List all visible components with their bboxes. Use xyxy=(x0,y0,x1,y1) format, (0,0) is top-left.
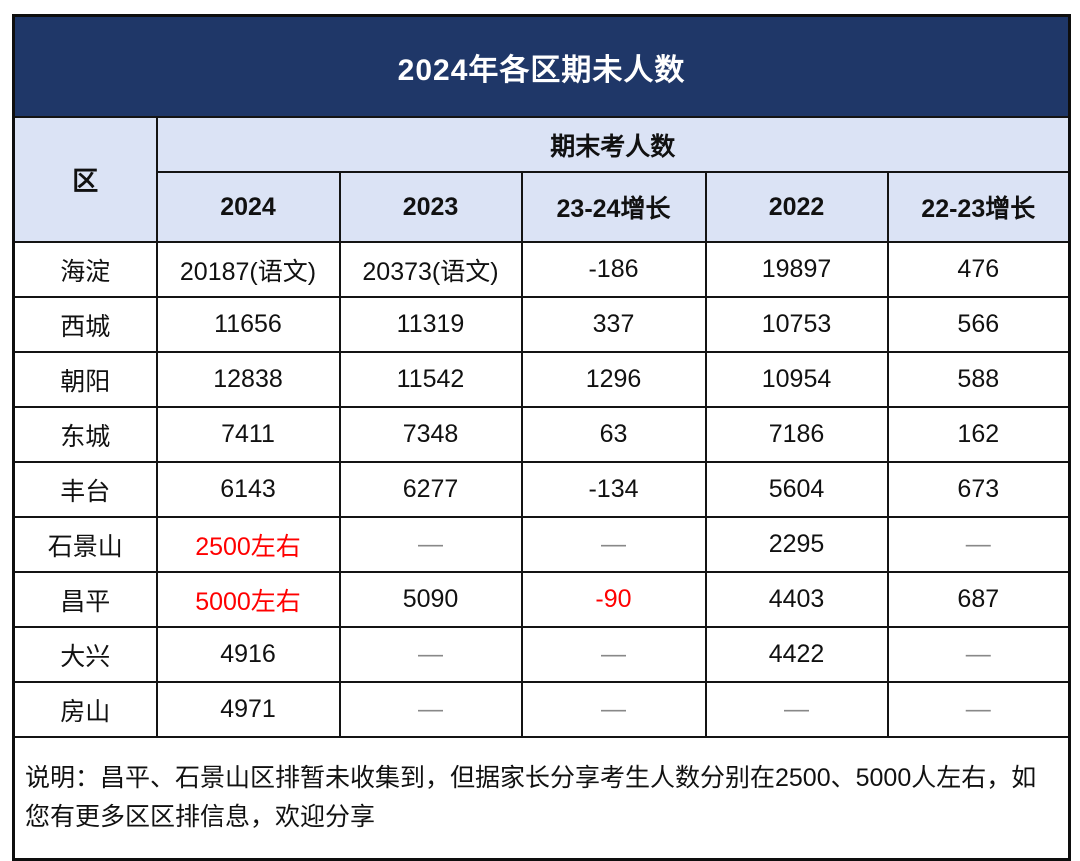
value-cell: 2295 xyxy=(704,516,889,573)
value-cell: 11319 xyxy=(338,296,523,353)
district-cell: 丰台 xyxy=(12,461,158,518)
value-cell: 20187(语文) xyxy=(155,241,341,298)
note-text: 说明：昌平、石景山区排暂未收集到，但据家长分享考生人数分别在2500、5000人… xyxy=(12,736,1071,861)
district-cell: 大兴 xyxy=(12,626,158,683)
value-cell: 5000左右 xyxy=(155,571,341,628)
value-cell: 4916 xyxy=(155,626,341,683)
district-cell: 东城 xyxy=(12,406,158,463)
value-cell: 2500左右 xyxy=(155,516,341,573)
value-cell: — xyxy=(886,626,1071,683)
value-cell: 5604 xyxy=(704,461,889,518)
district-cell: 海淀 xyxy=(12,241,158,298)
value-cell: 19897 xyxy=(704,241,889,298)
value-cell: — xyxy=(520,516,707,573)
district-cell: 石景山 xyxy=(12,516,158,573)
table-row: 海淀 20187(语文) 20373(语文) -186 19897 476 xyxy=(12,241,1071,298)
value-cell: 63 xyxy=(520,406,707,463)
value-cell: 20373(语文) xyxy=(338,241,523,298)
value-cell: 12838 xyxy=(155,351,341,408)
value-cell: — xyxy=(520,681,707,738)
value-cell: 5090 xyxy=(338,571,523,628)
district-cell: 西城 xyxy=(12,296,158,353)
value-cell: 588 xyxy=(886,351,1071,408)
value-cell: 10954 xyxy=(704,351,889,408)
value-cell: — xyxy=(520,626,707,683)
value-cell: 7348 xyxy=(338,406,523,463)
col-header-2024: 2024 xyxy=(155,171,341,243)
value-cell: 337 xyxy=(520,296,707,353)
table-row: 丰台 6143 6277 -134 5604 673 xyxy=(12,461,1071,518)
col-header-2023: 2023 xyxy=(338,171,523,243)
value-cell: — xyxy=(886,681,1071,738)
value-cell: — xyxy=(704,681,889,738)
table-row: 西城 11656 11319 337 10753 566 xyxy=(12,296,1071,353)
value-cell: 4403 xyxy=(704,571,889,628)
column-header-row: 2024 2023 23-24增长 2022 22-23增长 xyxy=(14,171,1071,243)
district-cell: 朝阳 xyxy=(12,351,158,408)
value-cell: 11656 xyxy=(155,296,341,353)
value-cell: 687 xyxy=(886,571,1071,628)
value-cell: 6277 xyxy=(338,461,523,518)
value-cell: 4422 xyxy=(704,626,889,683)
table-row: 朝阳 12838 11542 1296 10954 588 xyxy=(12,351,1071,408)
value-cell: -90 xyxy=(520,571,707,628)
value-cell: 4971 xyxy=(155,681,341,738)
table-row: 东城 7411 7348 63 7186 162 xyxy=(12,406,1071,463)
value-cell: -134 xyxy=(520,461,707,518)
value-cell: 7186 xyxy=(704,406,889,463)
district-column-header: 区 xyxy=(12,116,158,243)
district-cell: 昌平 xyxy=(12,571,158,628)
table-row: 大兴 4916— —4422— xyxy=(12,626,1071,683)
exam-numbers-table: 2024年各区期未人数 区 期末考人数 2024 2023 23-24增长 20… xyxy=(12,14,1072,861)
col-header-22-23-growth: 22-23增长 xyxy=(886,171,1071,243)
group-header-row: 区 期末考人数 xyxy=(12,116,1071,243)
col-header-2022: 2022 xyxy=(704,171,889,243)
value-cell: 566 xyxy=(886,296,1071,353)
value-cell: 11542 xyxy=(338,351,523,408)
table-body: 海淀 20187(语文) 20373(语文) -186 19897 476 西城 11656 1… xyxy=(12,241,1071,738)
value-cell: — xyxy=(338,626,523,683)
value-cell: 476 xyxy=(886,241,1071,298)
value-cell: 162 xyxy=(886,406,1071,463)
table-row: 石景山 2500左右 — —2295— xyxy=(12,516,1071,573)
exam-numbers-sheet: 2024年各区期未人数 区 期末考人数 2024 2023 23-24增长 20… xyxy=(12,14,1072,861)
table-row: 房山 4971— — — — xyxy=(12,681,1071,738)
value-cell: — xyxy=(338,516,523,573)
value-cell: — xyxy=(886,516,1071,573)
group-header: 期末考人数 xyxy=(155,116,1071,173)
value-cell: -186 xyxy=(520,241,707,298)
value-cell: 7411 xyxy=(155,406,341,463)
value-cell: — xyxy=(338,681,523,738)
district-cell: 房山 xyxy=(12,681,158,738)
table-row: 昌平 5000左右 5090 -90 4403 687 xyxy=(12,571,1071,628)
value-cell: 6143 xyxy=(155,461,341,518)
col-header-23-24-growth: 23-24增长 xyxy=(520,171,707,243)
table-title: 2024年各区期未人数 xyxy=(12,14,1071,118)
value-cell: 10753 xyxy=(704,296,889,353)
note-row: 说明：昌平、石景山区排暂未收集到，但据家长分享考生人数分别在2500、5000人… xyxy=(12,736,1071,861)
value-cell: 673 xyxy=(886,461,1071,518)
title-row: 2024年各区期未人数 xyxy=(12,14,1071,118)
value-cell: 1296 xyxy=(520,351,707,408)
